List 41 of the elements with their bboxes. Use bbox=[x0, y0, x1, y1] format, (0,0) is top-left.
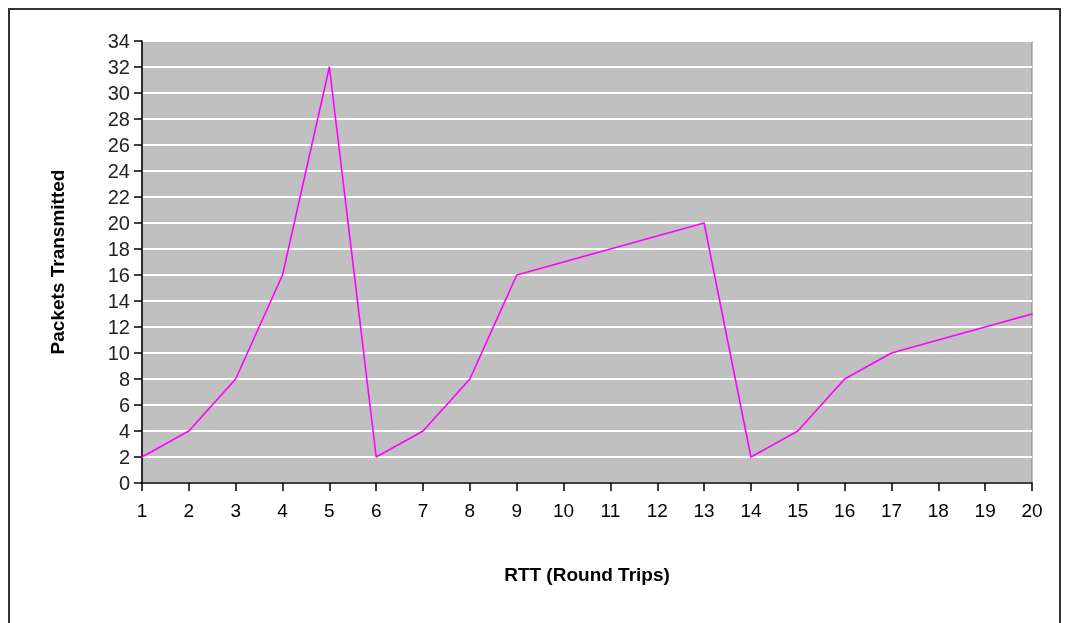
y-tick-label: 28 bbox=[107, 108, 130, 130]
line-series bbox=[141, 66, 1033, 458]
y-tick-label: 2 bbox=[118, 446, 130, 468]
x-tick-label: 20 bbox=[1021, 500, 1043, 521]
x-tick-label: 8 bbox=[464, 500, 476, 521]
x-tick-label: 7 bbox=[417, 500, 429, 521]
y-tick-label: 14 bbox=[107, 290, 130, 312]
x-tick-label: 16 bbox=[834, 500, 856, 521]
x-tick-label: 3 bbox=[230, 500, 241, 521]
y-tick-label: 6 bbox=[118, 394, 130, 416]
y-tick-label: 8 bbox=[118, 368, 130, 390]
x-tick-label: 1 bbox=[136, 500, 148, 521]
y-tick-label: 22 bbox=[107, 186, 130, 208]
y-tick-label: 26 bbox=[107, 134, 130, 156]
y-tick-label: 18 bbox=[107, 238, 130, 260]
y-tick-label: 20 bbox=[107, 212, 130, 234]
x-tick-label: 18 bbox=[927, 500, 949, 521]
x-tick-label: 12 bbox=[646, 500, 668, 521]
y-tick-label: 0 bbox=[118, 472, 130, 494]
y-tick-label: 24 bbox=[107, 160, 130, 182]
y-tick-label: 32 bbox=[107, 56, 130, 78]
y-tick-label: 12 bbox=[107, 316, 130, 338]
y-tick-label: 30 bbox=[107, 82, 130, 104]
x-tick-label: 19 bbox=[974, 500, 996, 521]
x-tick-label: 4 bbox=[277, 500, 289, 521]
x-tick-label: 9 bbox=[511, 500, 523, 521]
y-tick-label: 34 bbox=[107, 30, 130, 52]
x-tick-label: 10 bbox=[553, 500, 575, 521]
x-tick-label: 15 bbox=[787, 500, 809, 521]
x-tick-label: 13 bbox=[693, 500, 715, 521]
x-axis-title: RTT (Round Trips) bbox=[504, 564, 670, 585]
y-tick-label: 16 bbox=[107, 264, 130, 286]
y-tick-label: 4 bbox=[118, 420, 130, 442]
x-tick-label: 11 bbox=[600, 500, 621, 521]
y-tick-label: 10 bbox=[107, 342, 130, 364]
x-tick-label: 5 bbox=[324, 500, 335, 521]
x-tick-label: 14 bbox=[740, 500, 762, 521]
y-axis-title: Packets Transmitted bbox=[46, 169, 68, 355]
x-tick-label: 6 bbox=[370, 500, 382, 521]
x-tick-label: 17 bbox=[880, 500, 903, 521]
x-tick-label: 2 bbox=[183, 500, 195, 521]
